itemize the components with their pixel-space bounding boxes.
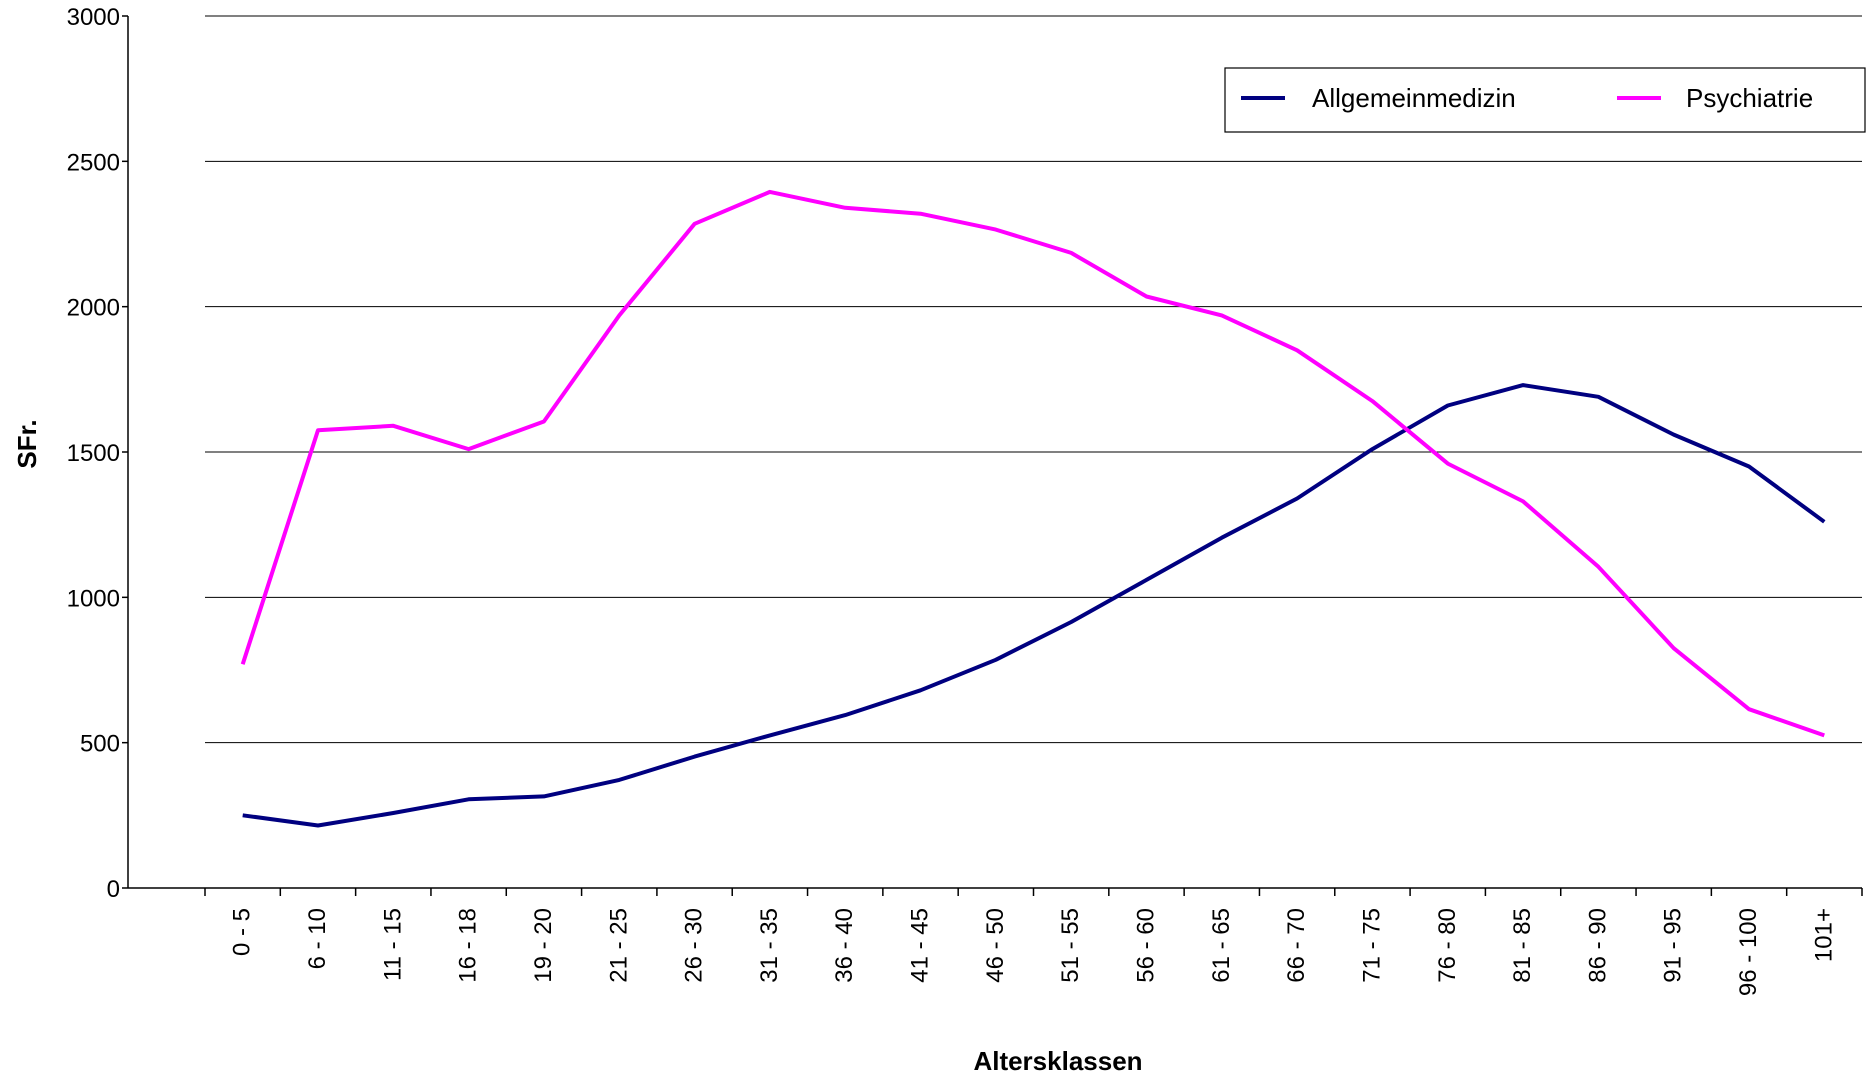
y-tick-label: 0: [107, 876, 120, 903]
x-tick-label: 11 - 15: [379, 908, 406, 981]
legend-label-allgemeinmedizin: Allgemeinmedizin: [1312, 83, 1516, 113]
x-tick-label: 6 - 10: [304, 908, 331, 969]
series-line-allgemeinmedizin: [242, 383, 1826, 828]
x-tick-label: 91 - 95: [1660, 908, 1687, 983]
x-tick-label: 31 - 35: [756, 908, 783, 983]
x-tick-label: 86 - 90: [1584, 908, 1611, 983]
x-tick-label: 36 - 40: [831, 908, 858, 983]
x-tick-label: 21 - 25: [605, 908, 632, 983]
x-tick-label: 71 - 75: [1358, 908, 1385, 983]
x-tick-label: 66 - 70: [1283, 908, 1310, 983]
series-line-psychiatrie: [240, 189, 1825, 738]
x-tick-label: 61 - 65: [1208, 908, 1235, 983]
x-tick-label: 96 - 100: [1735, 908, 1762, 996]
x-tick-label: 101+: [1810, 908, 1837, 962]
y-tick-label: 1000: [67, 585, 120, 612]
x-tick-label: 56 - 60: [1132, 908, 1159, 983]
legend: Allgemeinmedizin Psychiatrie: [1224, 67, 1866, 133]
y-tick-label: 3000: [67, 4, 120, 31]
y-tick-label: 500: [80, 731, 120, 758]
legend-label-psychiatrie: Psychiatrie: [1686, 83, 1813, 113]
x-tick-label: 19 - 20: [530, 908, 557, 983]
x-tick-label: 81 - 85: [1509, 908, 1536, 983]
x-axis-title: Altersklassen: [973, 1046, 1142, 1076]
x-tick-labels: 0 - 5 6 - 10 11 - 15 16 - 18 19 - 20 21 - 25 2…: [204, 888, 1863, 996]
x-tick-label: 46 - 50: [982, 908, 1009, 983]
x-tick-label: 26 - 30: [681, 908, 708, 983]
y-tick-labels: 0 500 1000 1500 2000 2500 3000: [67, 4, 128, 903]
series-lines: [240, 189, 1826, 828]
x-tick-label: 51 - 55: [1057, 908, 1084, 983]
y-tick-label: 2500: [67, 149, 120, 176]
x-tick-label: 76 - 80: [1434, 908, 1461, 983]
x-tick-label: 0 - 5: [229, 908, 256, 956]
legend-box: [1224, 67, 1866, 133]
y-axis-title: SFr.: [12, 419, 42, 468]
y-tick-label: 2000: [67, 295, 120, 322]
gridlines: [205, 15, 1862, 744]
x-tick-label: 16 - 18: [455, 908, 482, 983]
x-tick-label: 41 - 45: [907, 908, 934, 983]
y-tick-label: 1500: [67, 440, 120, 467]
